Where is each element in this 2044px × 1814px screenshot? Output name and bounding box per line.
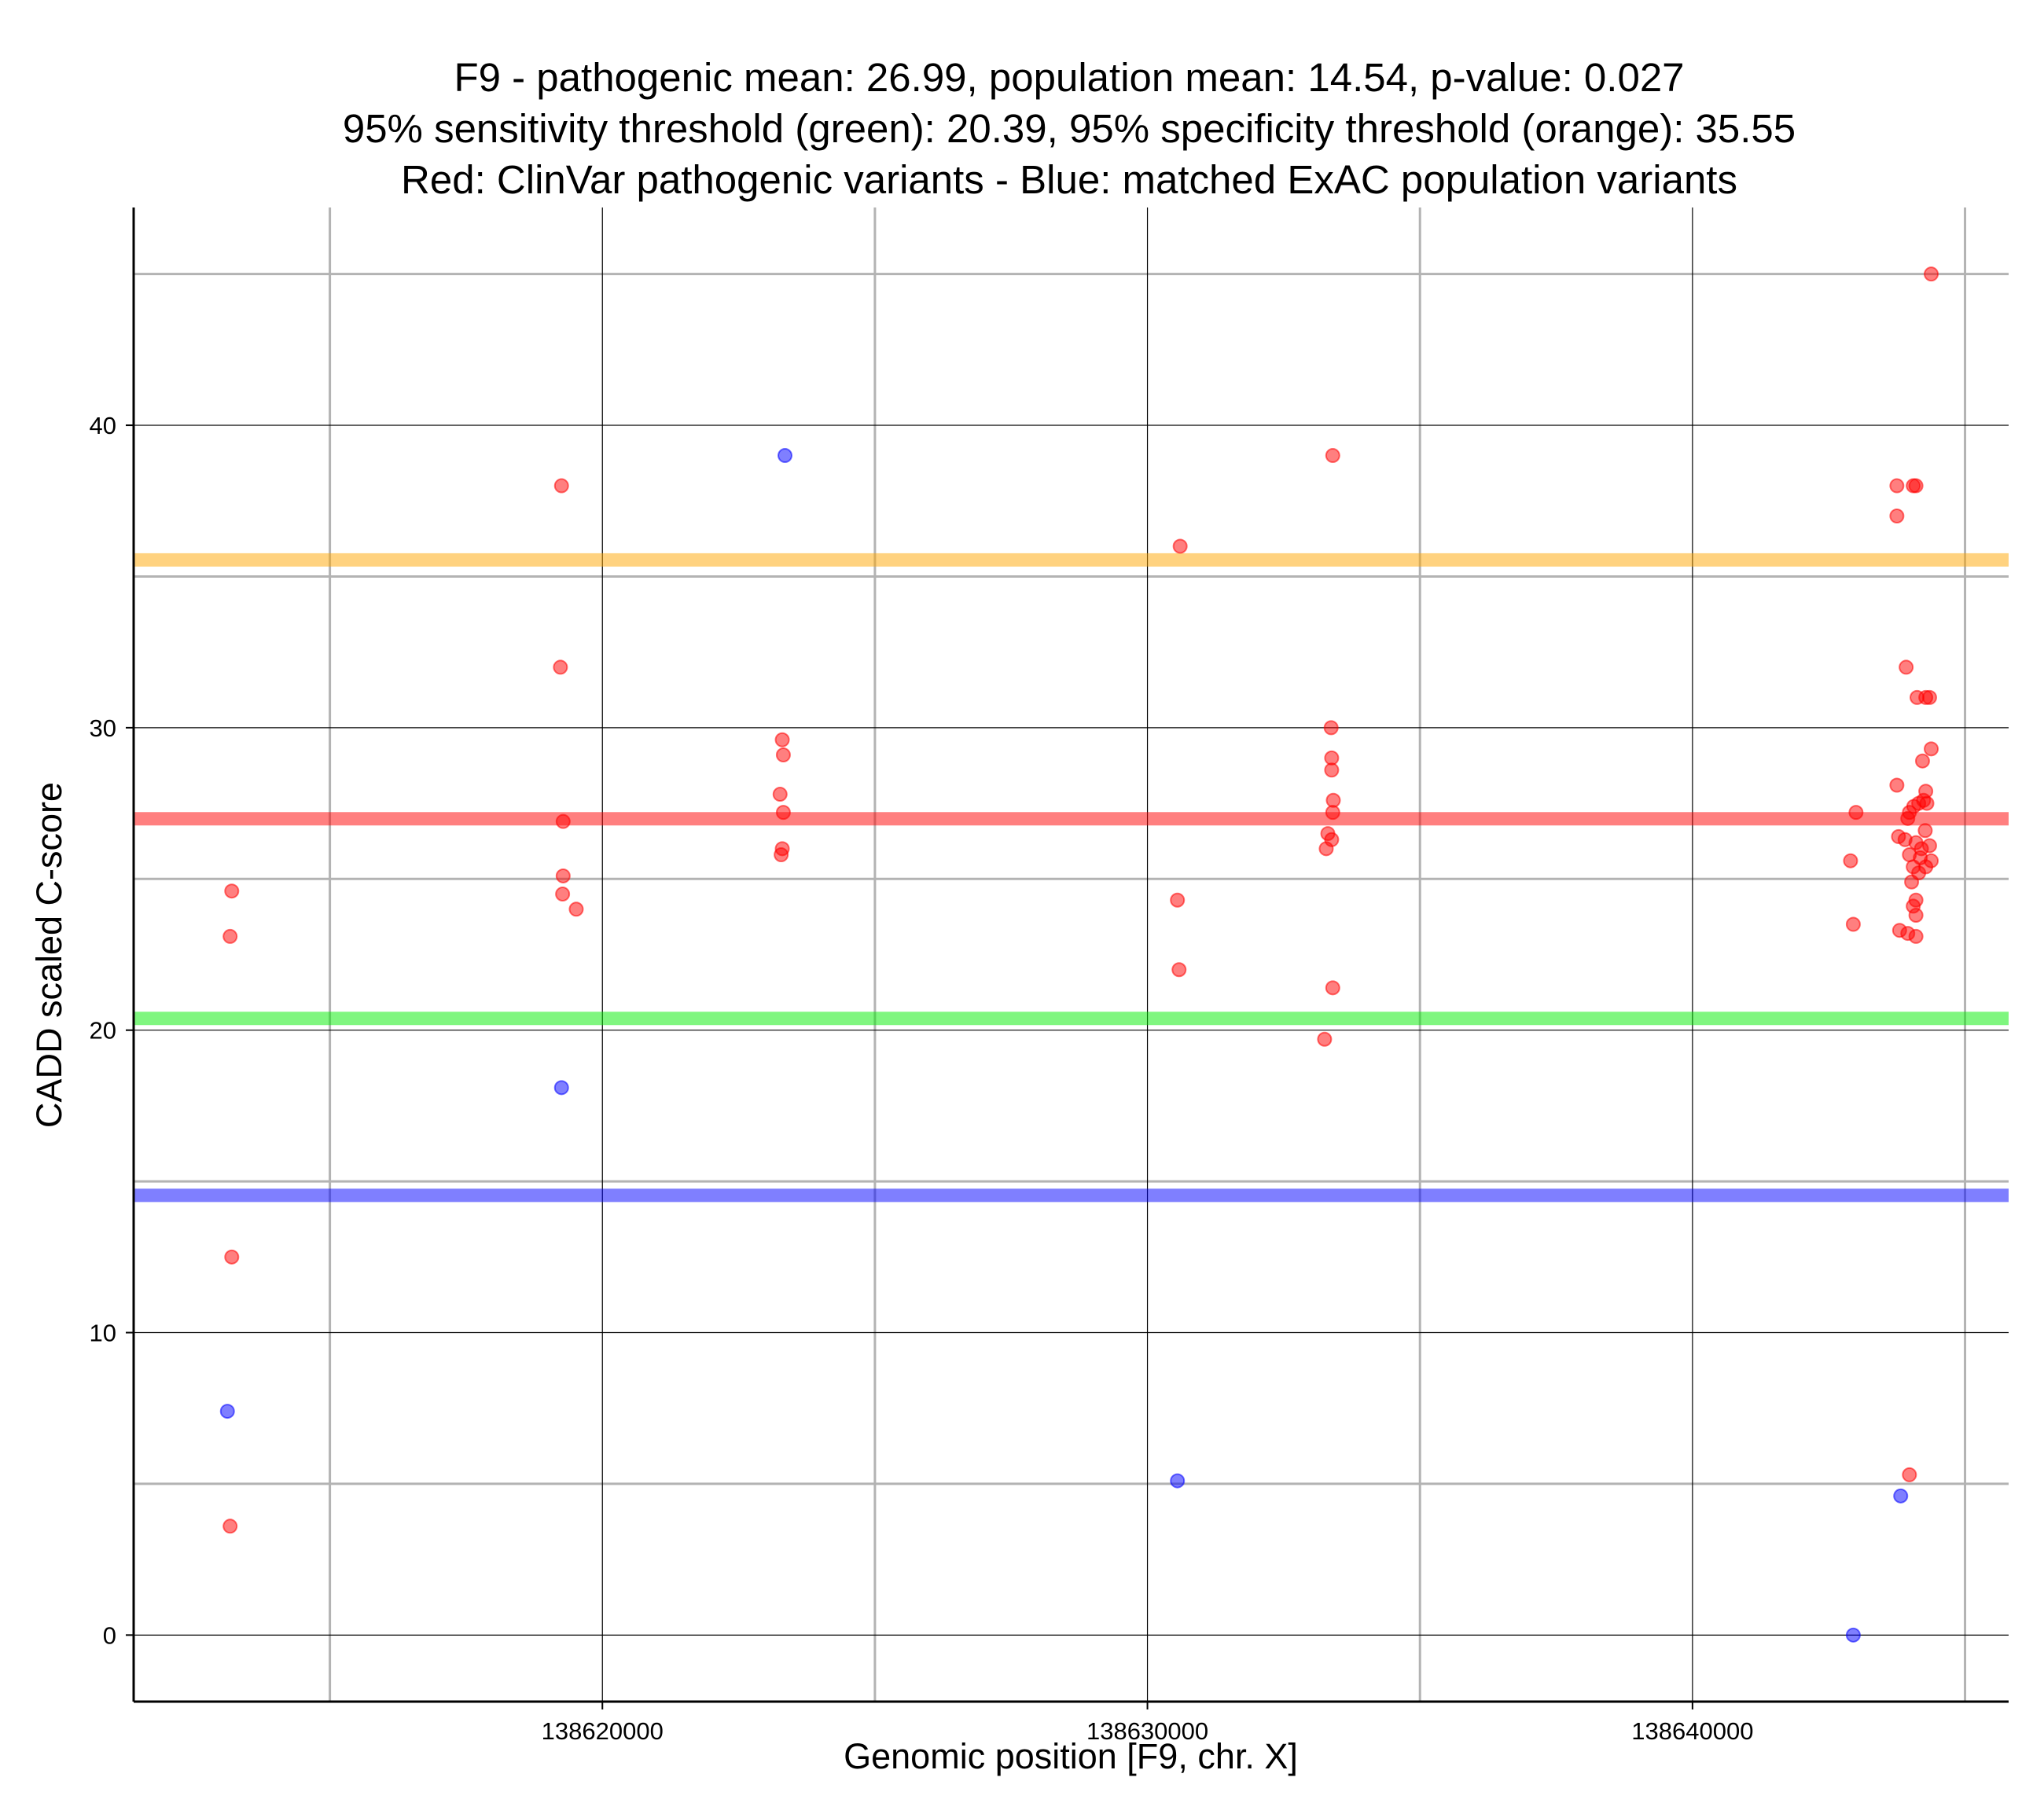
pathogenic-variant-point <box>555 813 571 829</box>
x-tick-label: 138620000 <box>542 1717 664 1745</box>
grid-lines <box>134 207 2009 1702</box>
axes <box>132 207 2009 1703</box>
pathogenic-variant-point <box>774 847 789 863</box>
pathogenic-variant-point <box>1318 841 1334 857</box>
pathogenic-variant-point <box>1908 478 1924 494</box>
x-tick-label: 138640000 <box>1631 1717 1753 1745</box>
population-variant-point <box>1845 1627 1861 1643</box>
pathogenic-variant-point <box>1843 853 1858 868</box>
pathogenic-variant-point <box>1325 805 1340 821</box>
pathogenic-variant-point <box>555 887 571 902</box>
pathogenic-variant-point <box>553 659 568 675</box>
pathogenic-variant-point <box>774 732 790 747</box>
pathogenic-variant-point <box>555 868 571 883</box>
pathogenic-variant-point <box>1317 1031 1333 1047</box>
pathogenic-variant-point <box>553 478 569 494</box>
y-tick-label: 10 <box>90 1320 116 1347</box>
pathogenic-variant-point <box>1924 266 1939 282</box>
pathogenic-variant-point <box>775 805 791 821</box>
pathogenic-variant-point <box>1848 805 1864 821</box>
pathogenic-variant-point <box>1908 928 1924 944</box>
pathogenic-variant-point <box>1904 874 1920 890</box>
pathogenic-variant-point <box>1889 777 1905 793</box>
tick-labels: 0 10 20 30 40 138620000 138630000 138640000 <box>90 412 1754 1745</box>
x-axis-label: Genomic position [F9, chr. X] <box>844 1736 1298 1776</box>
y-axis-label: CADD scaled C-score <box>29 782 69 1128</box>
pathogenic-variant-point <box>772 787 788 802</box>
pathogenic-variant-point <box>222 928 238 944</box>
title-line-2: 95% sensitivity threshold (green): 20.39… <box>343 106 1796 151</box>
pathogenic-variant-point <box>1917 823 1933 839</box>
data-points <box>219 266 1939 1643</box>
pathogenic-variant-point <box>222 1518 238 1534</box>
y-tick-label: 30 <box>90 714 116 742</box>
pathogenic-variant-point <box>1921 689 1937 705</box>
pathogenic-variant-point <box>1889 509 1905 524</box>
pathogenic-variant-point <box>1170 892 1186 908</box>
pathogenic-variant-point <box>224 1249 240 1265</box>
pathogenic-variant-point <box>1325 448 1340 464</box>
population-variant-point <box>778 448 793 464</box>
pathogenic-variant-point <box>1323 720 1339 736</box>
chart-title: F9 - pathogenic mean: 26.99, population … <box>343 55 1796 202</box>
pathogenic-variant-point <box>1172 538 1188 554</box>
x-tick-label: 138630000 <box>1086 1717 1208 1745</box>
pathogenic-variant-point <box>1325 980 1340 996</box>
pathogenic-variant-point <box>775 747 791 763</box>
title-line-1: F9 - pathogenic mean: 26.99, population … <box>454 55 1684 100</box>
pathogenic-variant-point <box>568 901 584 917</box>
pathogenic-variant-point <box>1919 795 1935 811</box>
pathogenic-variant-point <box>1902 1467 1917 1482</box>
population-variant-point <box>219 1404 235 1419</box>
pathogenic-variant-point <box>1845 916 1861 932</box>
pathogenic-variant-point <box>1889 478 1905 494</box>
pathogenic-variant-point <box>1908 907 1924 923</box>
population-variant-point <box>1893 1488 1909 1504</box>
pathogenic-variant-point <box>1171 962 1187 978</box>
y-tick-label: 0 <box>103 1621 116 1649</box>
pathogenic-variant-point <box>1900 810 1916 826</box>
population-variant-point <box>1170 1473 1186 1489</box>
y-tick-label: 40 <box>90 412 116 439</box>
population-variant-point <box>553 1080 569 1096</box>
threshold-lines <box>134 553 2009 1203</box>
y-tick-label: 20 <box>90 1017 116 1045</box>
pathogenic-variant-point <box>1924 741 1939 757</box>
pathogenic-variant-point <box>1324 762 1340 778</box>
pathogenic-variant-point <box>224 883 240 899</box>
pathogenic-variant-point <box>1914 753 1930 769</box>
title-line-3: Red: ClinVar pathogenic variants - Blue:… <box>401 157 1737 202</box>
pathogenic-variant-point <box>1899 659 1914 675</box>
